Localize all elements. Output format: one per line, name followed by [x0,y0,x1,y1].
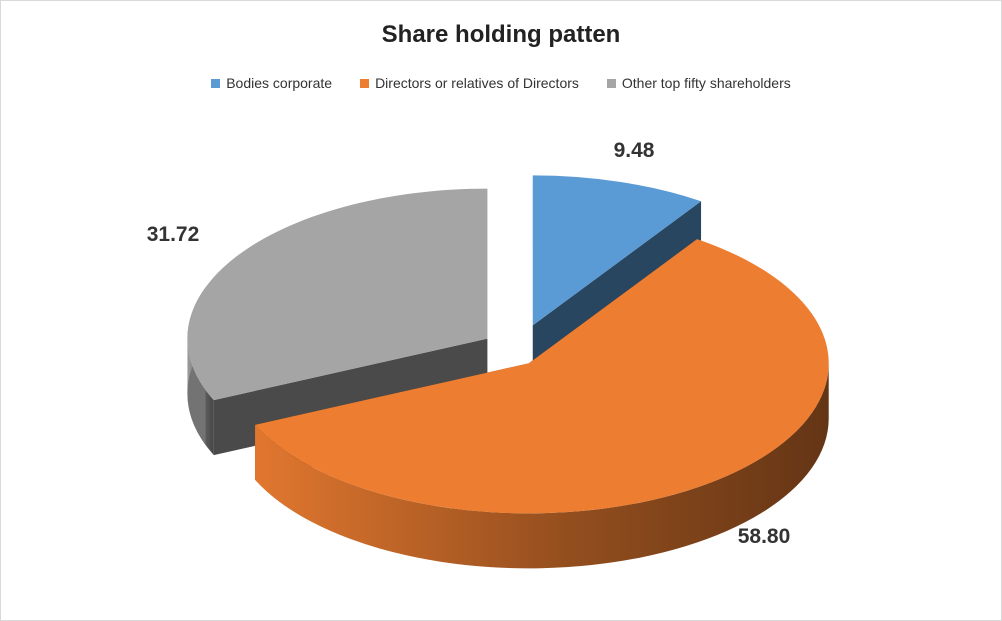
legend-label-directors: Directors or relatives of Directors [375,75,579,91]
data-label-bodies-corporate: 9.48 [614,139,655,162]
chart-title: Share holding patten [381,21,621,48]
legend-swatch-bodies-corporate [211,78,221,88]
chart-legend: Bodies corporate Directors or relatives … [1,75,1001,91]
legend-item-other-top-fifty: Other top fifty shareholders [606,75,791,91]
data-label-other-top-fifty: 31.72 [147,223,200,246]
pie-top-other-top-fifty [187,188,488,401]
legend-item-directors: Directors or relatives of Directors [360,75,579,91]
legend-label-other-top-fifty: Other top fifty shareholders [621,75,791,91]
legend-item-bodies-corporate: Bodies corporate [211,75,332,91]
legend-swatch-other-top-fifty [606,78,616,88]
legend-label-bodies-corporate: Bodies corporate [226,75,333,91]
pie-top-directors [255,239,829,514]
data-label-directors: 58.80 [738,525,791,548]
pie-slice-directors [255,239,829,569]
legend-swatch-directors [360,78,370,88]
pie-side-directors [255,363,829,569]
pie-top-bodies-corporate [532,175,702,326]
